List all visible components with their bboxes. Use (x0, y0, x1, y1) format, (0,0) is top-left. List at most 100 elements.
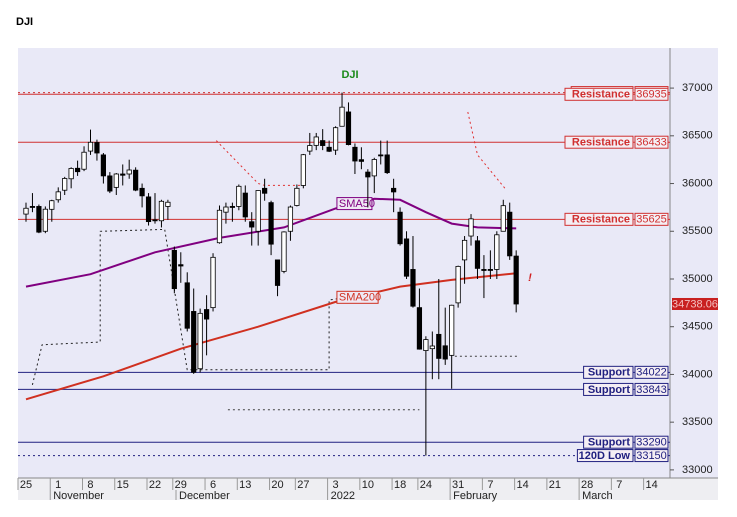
x-tick-label: 14 (645, 479, 657, 491)
candle-body (461, 239, 468, 261)
stop-line (31, 228, 343, 386)
candle-body (49, 200, 55, 210)
x-tick-label: 21 (549, 479, 561, 491)
alert: ! (528, 272, 532, 284)
level-value: 33150 (636, 450, 667, 462)
candle-body (158, 200, 165, 222)
month-label: December (179, 490, 230, 502)
candle-body (36, 206, 42, 233)
candle-body (242, 192, 248, 218)
candle-body (307, 145, 313, 152)
x-tick-label: 18 (394, 479, 406, 491)
candle-body (410, 269, 416, 307)
y-tick-label: 37000 (682, 82, 713, 94)
level-value-box (634, 135, 669, 149)
candle-body (42, 208, 48, 232)
level-value-box (634, 365, 669, 379)
candle-body (332, 127, 339, 151)
candle-body (23, 207, 29, 215)
candle-body (423, 339, 429, 351)
candle-body (442, 345, 448, 360)
month-label: 2022 (331, 490, 355, 502)
level-value-box (634, 87, 669, 101)
x-tick-label: 20 (271, 479, 283, 491)
candle-body (397, 211, 403, 245)
candle-body (126, 169, 132, 175)
candle-body (365, 171, 371, 178)
candle-body (345, 111, 352, 145)
level-value-box (634, 449, 669, 463)
candle-body (436, 333, 442, 359)
series-label: SMA200 (339, 292, 381, 304)
candle-body (326, 146, 332, 152)
candle-body (468, 218, 474, 237)
moving-average (25, 272, 517, 401)
level-label: Resistance (572, 137, 630, 149)
candle-body (81, 151, 87, 170)
candle-body (139, 187, 145, 197)
x-tick-label: 14 (516, 479, 528, 491)
candle-body (100, 154, 106, 177)
candle-body (403, 238, 410, 277)
level-label-box (583, 435, 634, 449)
candle-body (145, 196, 152, 223)
x-tick-label: 27 (297, 479, 309, 491)
candle-body (352, 146, 358, 162)
candle-body (197, 312, 203, 370)
level-value: 33843 (636, 384, 667, 396)
candle-body (494, 234, 500, 270)
y-tick-label: 36000 (682, 177, 713, 189)
last-price-box (672, 297, 718, 310)
x-tick-label: 3 (333, 479, 339, 491)
series-label-box (336, 197, 373, 211)
level-label-box (564, 87, 634, 101)
level-label-box (583, 382, 634, 396)
candle-body (87, 141, 94, 152)
candle-body (313, 136, 319, 146)
level-label-box (564, 135, 634, 149)
x-tick-label: 7 (487, 479, 493, 491)
y-tick-label: 34500 (682, 321, 713, 333)
candle-body (203, 309, 210, 320)
candle-body (358, 159, 364, 162)
x-tick-label: 6 (210, 479, 216, 491)
level-label-box (564, 212, 634, 226)
y-tick-label: 35500 (682, 225, 713, 237)
y-tick-label: 33500 (682, 416, 713, 428)
level-value: 36935 (636, 89, 667, 101)
level-value-box (634, 435, 669, 449)
stop-line (227, 355, 520, 411)
x-tick-label: 1 (55, 479, 61, 491)
candle-body (429, 345, 435, 350)
candle-body (287, 206, 294, 232)
y-tick-label: 33000 (682, 464, 713, 476)
x-tick-label: 15 (117, 479, 129, 491)
candle-body (55, 191, 61, 201)
candle-body (300, 154, 306, 186)
candle-body (487, 269, 493, 271)
candle-body (184, 282, 190, 329)
level-label-box (583, 365, 634, 379)
level-value-box (634, 382, 669, 396)
candle-body (481, 269, 487, 271)
candle-body (455, 265, 461, 304)
x-tick-label: 31 (452, 479, 464, 491)
level-value: 35625 (636, 214, 667, 226)
candle-body (416, 307, 423, 350)
candle-body (294, 187, 300, 206)
candle-body (371, 159, 377, 177)
x-tick-label: 13 (239, 479, 251, 491)
series-label: SMA50 (339, 198, 375, 210)
month-label: February (453, 490, 498, 502)
candle-body (449, 304, 455, 356)
x-tick-label: 22 (149, 479, 161, 491)
x-tick-label: 25 (20, 479, 32, 491)
series-label-box (336, 290, 379, 304)
x-tick-label: 24 (420, 479, 432, 491)
candle-body (133, 169, 139, 191)
candle-body (191, 311, 197, 373)
x-tick-label: 8 (87, 479, 93, 491)
candle-body (62, 178, 68, 191)
candle-body (474, 240, 481, 269)
candle-body (500, 205, 506, 232)
